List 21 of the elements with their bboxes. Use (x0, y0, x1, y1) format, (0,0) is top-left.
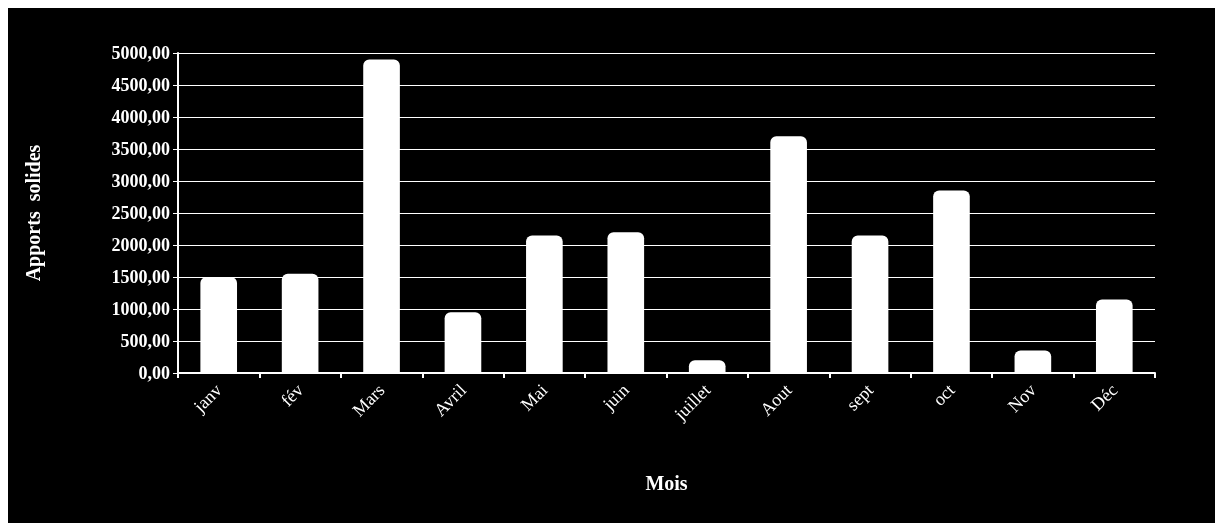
y-tick-label: 2000,00 (111, 235, 170, 255)
x-tick-label: Nov (1003, 379, 1040, 416)
x-tick-label: oct (928, 379, 959, 410)
x-tick-label: Mai (516, 379, 552, 415)
x-tick-label: juin (598, 379, 633, 415)
y-tick-label: 500,00 (120, 331, 170, 351)
x-tick-label: sept (842, 379, 878, 415)
y-tick-label: 2500,00 (111, 203, 170, 223)
y-tick-label: 1500,00 (111, 267, 170, 287)
y-tick-label: 1000,00 (111, 299, 170, 319)
y-tick-label: 3000,00 (111, 171, 170, 191)
y-tick-label: 3500,00 (111, 139, 170, 159)
x-axis-title: Mois (645, 472, 688, 494)
y-axis-title: Apports solides (22, 144, 45, 282)
y-tick-label: 5000,00 (111, 43, 170, 63)
y-tick-label: 0,00 (138, 363, 170, 383)
y-tick-label: 4000,00 (111, 107, 170, 127)
x-tick-label: fév (276, 379, 308, 411)
x-tick-label: Déc (1086, 379, 1122, 415)
y-tick-label: 4500,00 (111, 75, 170, 95)
x-tick-label: Mars (348, 379, 389, 421)
